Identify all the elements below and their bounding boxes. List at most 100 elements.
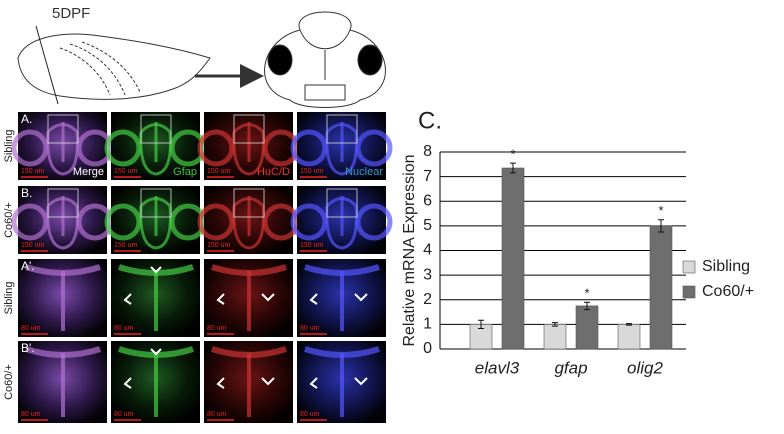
- arrowhead: [309, 293, 318, 305]
- head-outline: [264, 11, 386, 108]
- panel-label: C.: [418, 107, 442, 134]
- eye-ring: [104, 203, 142, 241]
- micrograph-structure: [211, 346, 287, 417]
- micrographs: Sibling A. Merge 150 um Gfap 150 um HuC/D 150 u…: [3, 112, 393, 423]
- micrograph-structure: [290, 122, 393, 176]
- roi-box: [233, 188, 265, 218]
- x-tick-label: olig2: [627, 358, 663, 377]
- fish-outline: [17, 33, 211, 100]
- head-detail: [299, 29, 351, 101]
- schematic: 5DPF: [17, 5, 386, 108]
- channel-label: HuC/D: [257, 166, 290, 178]
- significance: *: [510, 147, 515, 162]
- legend-swatch: [682, 260, 696, 274]
- legend-label: Sibling: [702, 258, 750, 275]
- eye: [267, 44, 293, 76]
- scale-label: 80 um: [300, 325, 320, 332]
- roi-box: [140, 188, 172, 218]
- y-tick-label: 4: [423, 242, 432, 259]
- y-tick-label: 6: [423, 192, 432, 209]
- scale-label: 150 um: [300, 168, 324, 175]
- arrowhead: [261, 293, 275, 302]
- micrograph-structure: [304, 264, 380, 331]
- error-bar: [584, 301, 590, 311]
- error-bar: [510, 162, 516, 174]
- panel-label: B.: [21, 186, 32, 200]
- scale-label: 150 um: [207, 168, 231, 175]
- y-tick-label: 3: [423, 266, 432, 283]
- panel-label: A'.: [21, 259, 35, 273]
- row-label: Co60/+: [3, 364, 15, 400]
- scale-label: 150 um: [21, 242, 45, 249]
- scale-label: 80 um: [207, 325, 227, 332]
- eye-ring: [11, 203, 49, 241]
- fish-detail: [59, 41, 141, 96]
- stage-label: 5DPF: [52, 5, 90, 22]
- roi-box: [233, 114, 265, 144]
- roi-box: [326, 114, 358, 144]
- legend-swatch: [682, 285, 696, 299]
- arrowhead: [216, 293, 225, 305]
- scale-label: 150 um: [207, 242, 231, 249]
- scale-label: 150 um: [114, 242, 138, 249]
- y-tick-label: 7: [423, 168, 432, 185]
- scale-label: 80 um: [207, 411, 227, 418]
- eye-ring: [197, 203, 235, 241]
- y-tick-label: 8: [423, 143, 432, 160]
- scale-label: 80 um: [21, 325, 41, 332]
- error-bar: [478, 319, 484, 330]
- channel-label: Nuclear: [345, 166, 383, 178]
- bar: [575, 305, 599, 350]
- micrograph-structure: [211, 264, 287, 331]
- significance: *: [584, 286, 589, 301]
- scale-label: 80 um: [300, 411, 320, 418]
- scale-label: 150 um: [21, 168, 45, 175]
- eye-ring: [355, 203, 393, 241]
- roi-box: [140, 114, 172, 144]
- arrowhead: [309, 377, 318, 389]
- row-label: Sibling: [3, 281, 15, 314]
- x-tick-label: elavl3: [475, 358, 520, 377]
- y-axis-label: Relative mRNA Expression: [401, 154, 418, 346]
- micrograph-structure: [290, 196, 393, 250]
- arrowhead: [123, 377, 132, 389]
- x-tick-label: gfap: [554, 358, 587, 377]
- panel-label: A.: [21, 112, 32, 126]
- eye-ring: [197, 129, 235, 167]
- bar: [543, 324, 567, 350]
- micrograph-structure: [104, 122, 207, 176]
- arrowhead: [261, 377, 275, 386]
- y-tick-label: 5: [423, 217, 432, 234]
- scale-label: 80 um: [21, 411, 41, 418]
- row-label: Sibling: [3, 129, 15, 162]
- legend-label: Co60/+: [702, 283, 754, 300]
- scale-label: 80 um: [114, 325, 134, 332]
- channel-label: Merge: [73, 166, 104, 178]
- panel-label: B'.: [21, 341, 35, 355]
- error-bar: [552, 322, 558, 327]
- error-bar: [626, 323, 632, 326]
- y-tick-label: 0: [423, 340, 432, 357]
- roi-box: [326, 188, 358, 218]
- bar: [501, 167, 525, 350]
- section-line: [35, 25, 59, 105]
- bar: [617, 324, 641, 350]
- scale-label: 150 um: [114, 168, 138, 175]
- arrowhead: [150, 348, 162, 356]
- eye-ring: [290, 129, 328, 167]
- arrowhead: [216, 377, 225, 389]
- micrograph-structure: [25, 346, 101, 417]
- arrowhead: [123, 293, 132, 305]
- bar: [649, 225, 673, 350]
- eye-ring: [355, 129, 393, 167]
- y-tick-label: 2: [423, 291, 432, 308]
- micrograph-structure: [11, 196, 114, 250]
- micrograph-structure: [25, 264, 101, 331]
- bar-chart: C. Relative mRNA Expression 0 1 2 3 4 5 6 7 8 elav…: [401, 107, 754, 377]
- arrowhead: [354, 377, 368, 386]
- arrowhead: [150, 266, 162, 274]
- error-bar: [658, 219, 664, 233]
- y-tick-label: 1: [423, 316, 432, 333]
- micrograph-structure: [304, 346, 380, 417]
